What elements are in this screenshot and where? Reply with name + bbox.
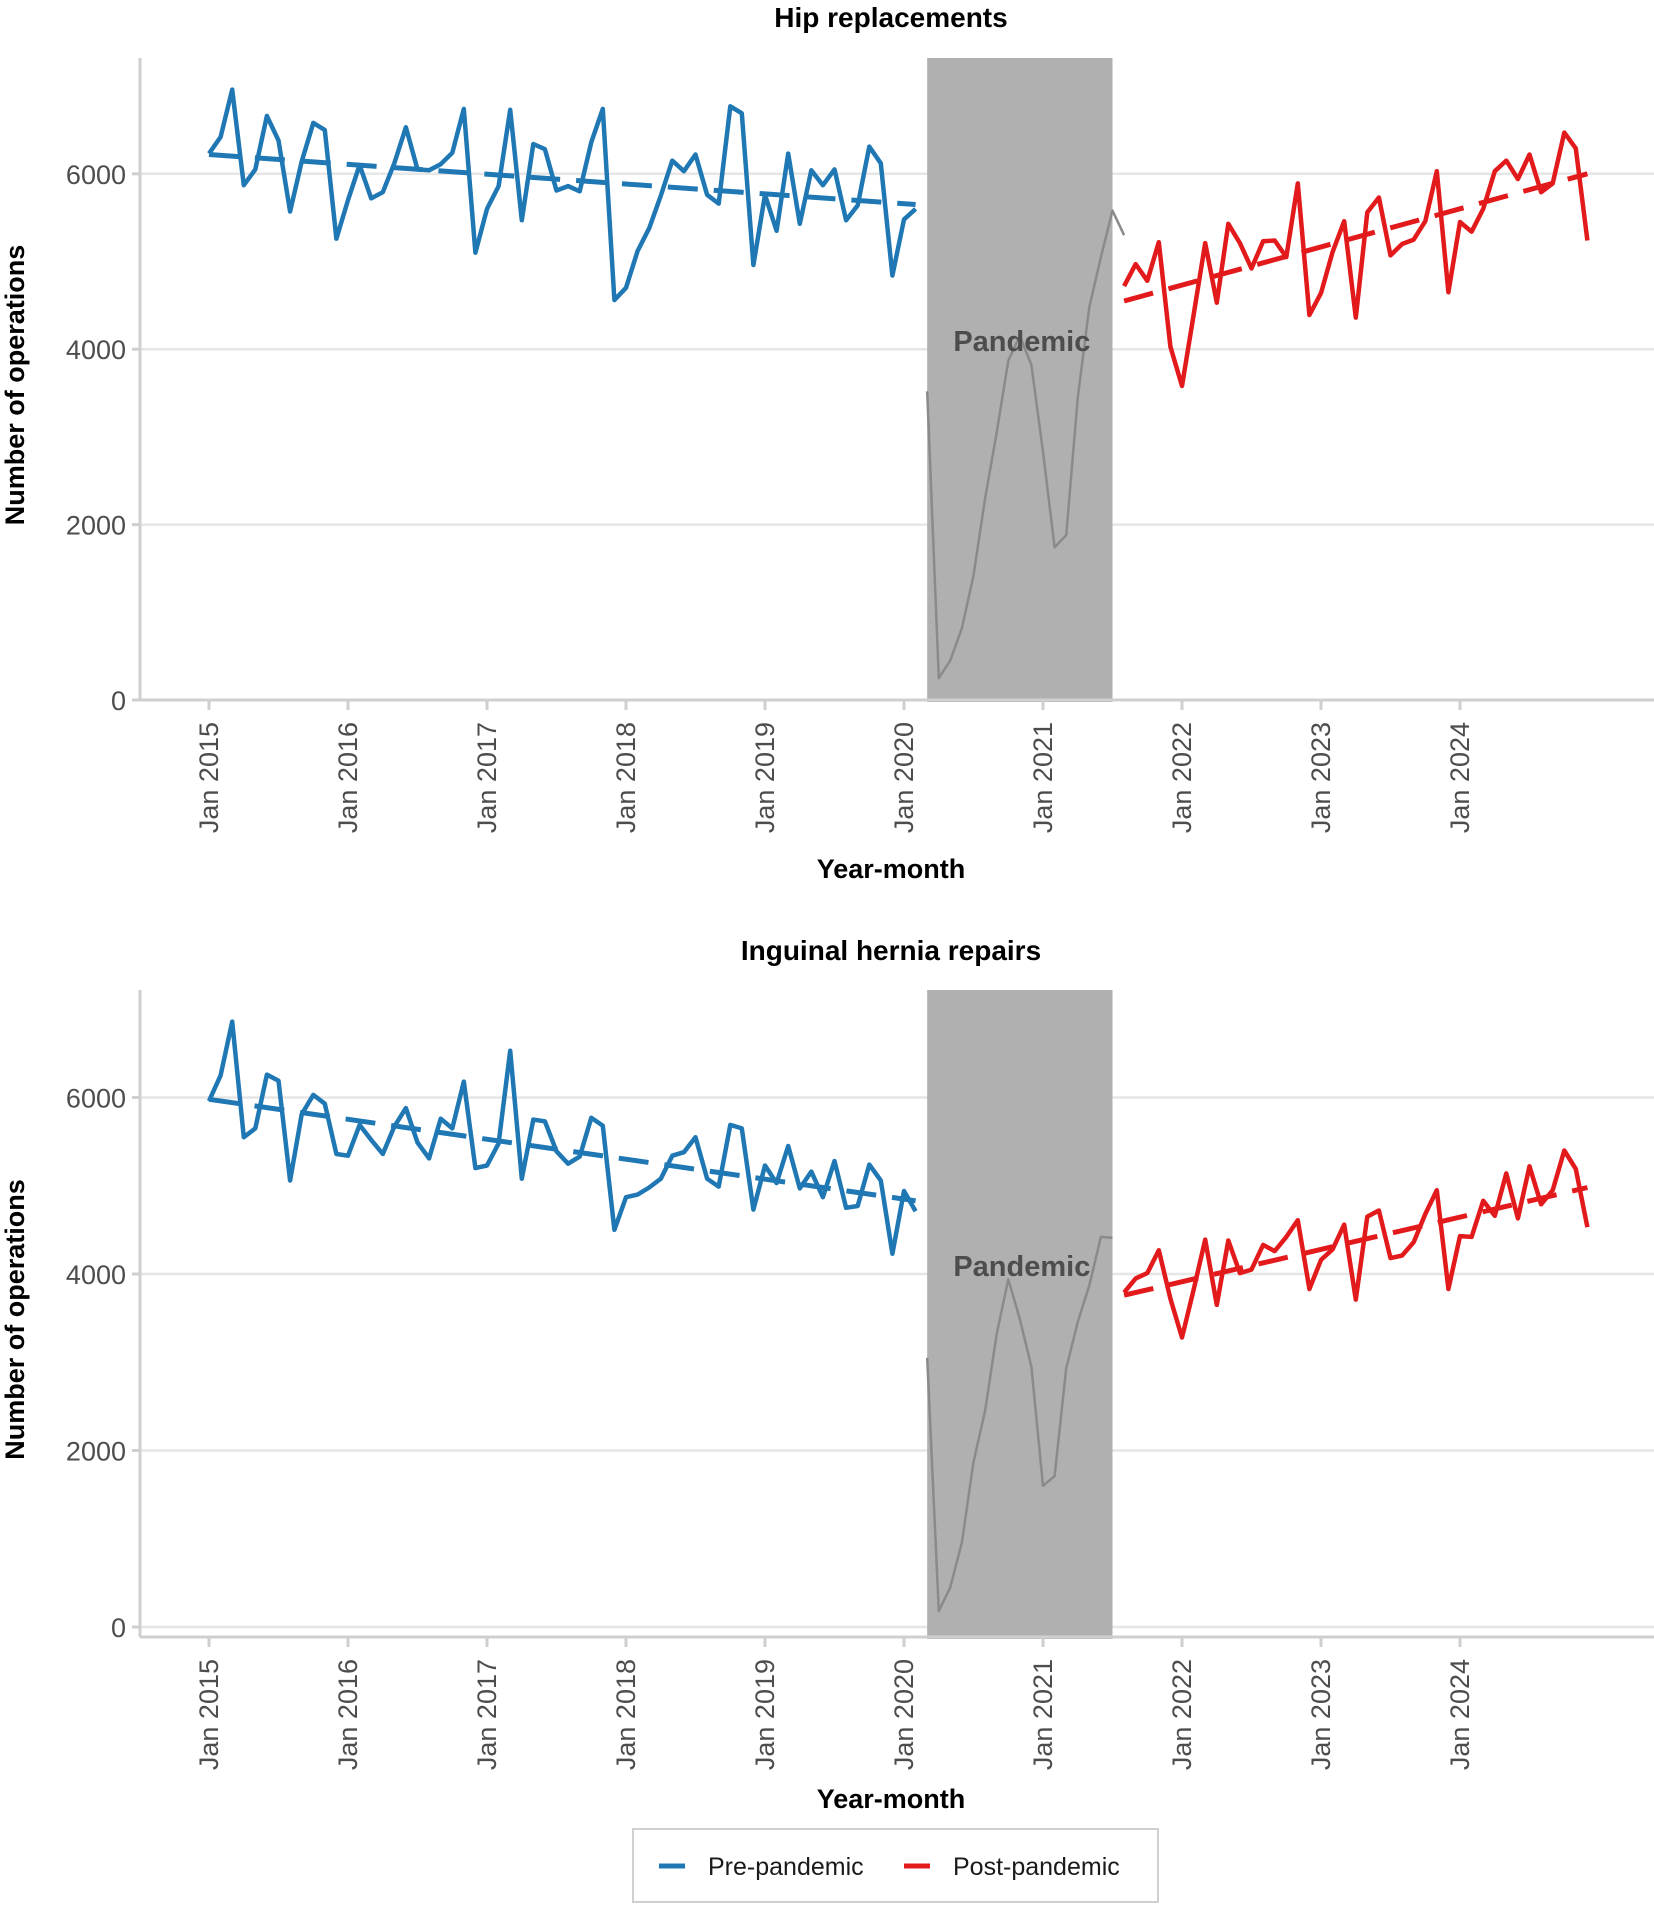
x-tick-label-jan-2019: Jan 2019 <box>750 722 780 833</box>
x-tick-label-jan-2017: Jan 2017 <box>472 722 502 833</box>
x-tick-label-jan-2019: Jan 2019 <box>750 1659 780 1770</box>
pandemic-band <box>927 58 1113 702</box>
x-axis-title: Year-month <box>817 1784 966 1814</box>
x-tick-label-jan-2016: Jan 2016 <box>333 1659 363 1770</box>
pandemic-label: Pandemic <box>953 326 1090 358</box>
pandemic-label: Pandemic <box>953 1251 1090 1283</box>
series-pre-pandemic-observed-line <box>207 87 918 303</box>
y-tick-label-6000: 6000 <box>66 1084 126 1114</box>
x-tick-label-jan-2020: Jan 2020 <box>889 722 919 833</box>
x-tick-label-jan-2024: Jan 2024 <box>1445 1659 1475 1770</box>
legend-box <box>632 1828 1159 1903</box>
x-tick-label-jan-2020: Jan 2020 <box>889 1659 919 1770</box>
x-tick-label-jan-2021: Jan 2021 <box>1028 722 1058 833</box>
series-post-pandemic-observed-line <box>1122 1148 1590 1340</box>
series-post-pandemic-trend-line <box>1123 1185 1588 1298</box>
x-tick-label-jan-2016: Jan 2016 <box>333 722 363 833</box>
y-tick-label-4000: 4000 <box>66 335 126 365</box>
y-tick-label-0: 0 <box>111 686 126 716</box>
y-tick-label-4000: 4000 <box>66 1260 126 1290</box>
panel-title: Inguinal hernia repairs <box>741 935 1041 966</box>
x-tick-label-jan-2015: Jan 2015 <box>194 1659 224 1770</box>
y-tick-label-0: 0 <box>111 1613 126 1643</box>
x-tick-label-jan-2018: Jan 2018 <box>611 722 641 833</box>
series-pre-pandemic-trend-line <box>208 152 916 207</box>
x-tick-label-jan-2023: Jan 2023 <box>1306 722 1336 833</box>
panel-title: Hip replacements <box>774 2 1007 33</box>
series-pre-pandemic-trend-line <box>208 1096 916 1204</box>
x-tick-label-jan-2024: Jan 2024 <box>1445 722 1475 833</box>
x-tick-label-jan-2022: Jan 2022 <box>1167 1659 1197 1770</box>
y-axis-title: Number of operations <box>0 245 30 526</box>
y-axis-title: Number of operations <box>0 1179 30 1460</box>
series-pandemic-observed-line <box>925 1235 1113 1613</box>
x-axis-title: Year-month <box>817 854 966 884</box>
legend-label-pre-pandemic: Pre-pandemic <box>708 1853 864 1881</box>
series-pandemic-observed-line <box>925 209 1126 680</box>
panel-hip-replacements: 0 2000 4000 6000 Jan 2015 Jan 2016 Jan 2017 Jan… <box>0 2 1654 884</box>
panel-inguinal-hernia-repairs: 0 2000 4000 6000 Jan 2015 Jan 2016 Jan 2017 Jan… <box>0 935 1654 1814</box>
x-tick-label-jan-2022: Jan 2022 <box>1167 722 1197 833</box>
legend-label-post-pandemic: Post-pandemic <box>953 1853 1120 1881</box>
x-tick-label-jan-2018: Jan 2018 <box>611 1659 641 1770</box>
series-post-pandemic-trend-line <box>1123 171 1589 304</box>
y-tick-label-2000: 2000 <box>66 1437 126 1467</box>
x-tick-label-jan-2021: Jan 2021 <box>1028 1659 1058 1770</box>
pandemic-band <box>927 990 1113 1639</box>
y-tick-label-2000: 2000 <box>66 511 126 541</box>
series-pre-pandemic-observed-line <box>206 1019 918 1256</box>
x-tick-label-jan-2023: Jan 2023 <box>1306 1659 1336 1770</box>
legend: Pre-pandemic Post-pandemic <box>632 1828 1159 1903</box>
y-tick-label-6000: 6000 <box>66 160 126 190</box>
x-tick-label-jan-2015: Jan 2015 <box>194 722 224 833</box>
series-post-pandemic-observed-line <box>1122 130 1590 389</box>
x-tick-label-jan-2017: Jan 2017 <box>472 1659 502 1770</box>
